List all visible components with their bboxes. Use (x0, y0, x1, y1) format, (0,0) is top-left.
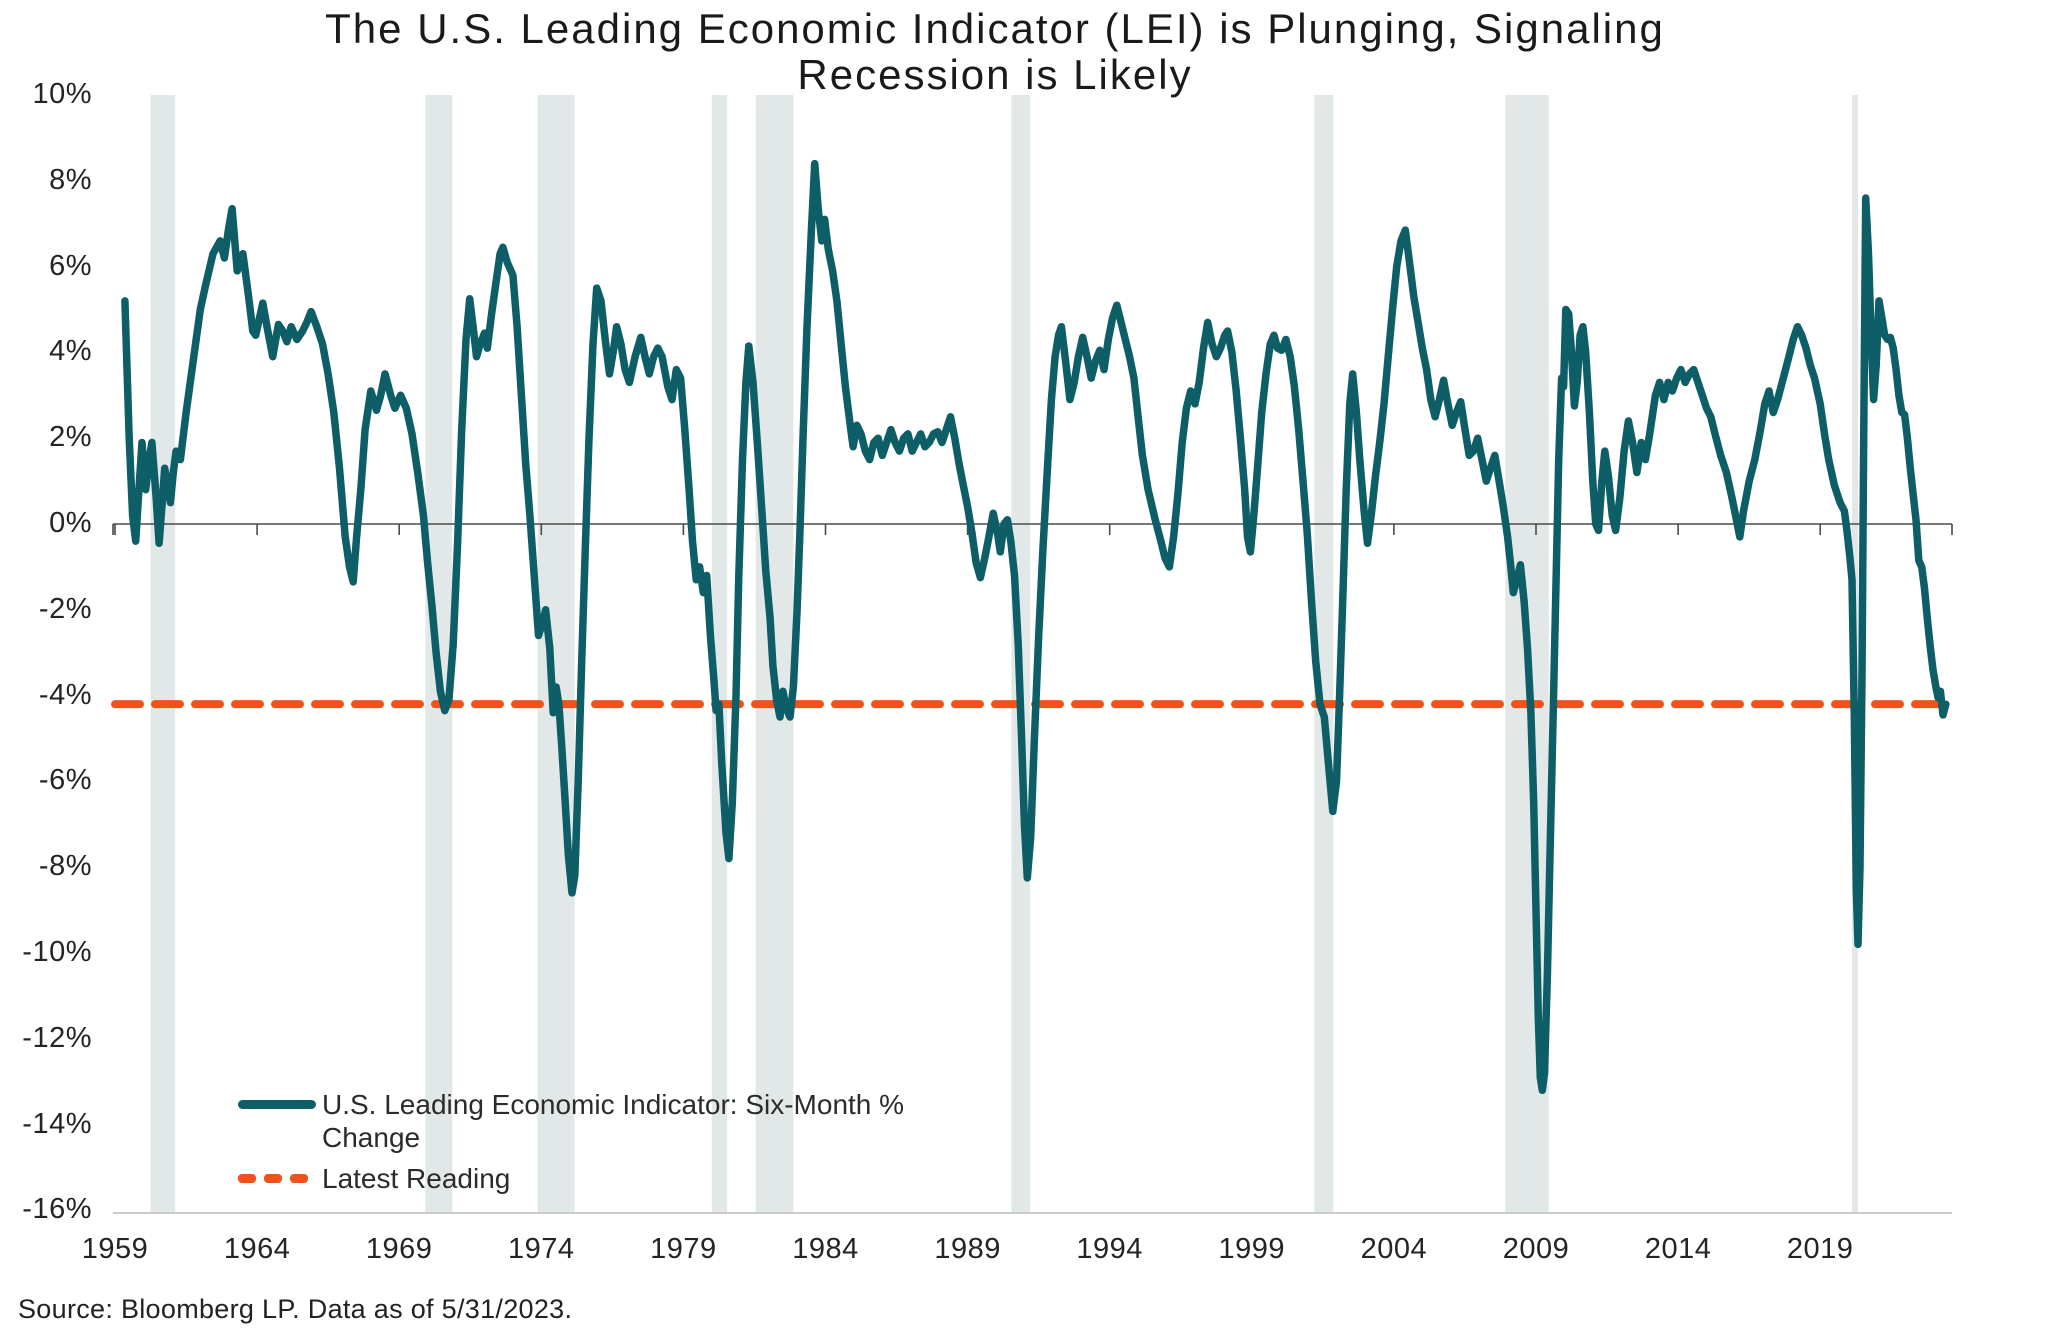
source-note: Source: Bloomberg LP. Data as of 5/31/20… (18, 1294, 573, 1324)
y-axis-label: -14% (22, 1107, 92, 1140)
recession-band (1314, 95, 1334, 1213)
y-axis-label: -6% (38, 764, 92, 797)
y-axis-label: -10% (22, 936, 92, 968)
recession-band (537, 95, 575, 1213)
latest-reading-swatch (238, 1174, 316, 1184)
legend-item-lei: U.S. Leading Economic Indicator: Six-Mon… (238, 1088, 907, 1154)
chart-title-line2: Recession is Likely (797, 51, 1193, 99)
y-axis-label: 4% (49, 335, 92, 368)
y-axis-label: -4% (38, 678, 92, 711)
x-axis-label: 1974 (508, 1233, 575, 1265)
x-axis-label: 1964 (223, 1233, 291, 1265)
y-axis-label: -8% (38, 850, 92, 883)
y-axis-label: -2% (38, 592, 92, 625)
x-axis-label: 1999 (1218, 1233, 1286, 1265)
lei-line (121, 159, 1950, 1095)
y-axis-label: 8% (49, 163, 92, 196)
legend-item-latest: Latest Reading (238, 1162, 907, 1195)
y-axis-label: 10% (32, 78, 92, 110)
x-axis-label: 1979 (650, 1233, 717, 1265)
x-axis-label: 2004 (1360, 1233, 1428, 1265)
y-axis-label: 6% (49, 249, 92, 282)
chart-title: The U.S. Leading Economic Indicator (LEI… (0, 5, 1990, 99)
recession-band (711, 95, 728, 1213)
lei-line-swatch (238, 1100, 316, 1109)
x-axis-label: 2019 (1786, 1233, 1854, 1265)
x-axis-label: 2014 (1644, 1233, 1712, 1265)
x-axis-label: 1989 (934, 1233, 1001, 1265)
recession-band (150, 95, 176, 1213)
x-axis-label: 2009 (1502, 1233, 1570, 1265)
y-axis-label: 2% (49, 421, 92, 454)
y-axis-label: -16% (22, 1193, 92, 1226)
chart-title-line1: The U.S. Leading Economic Indicator (LEI… (325, 5, 1665, 52)
x-axis-label: 1969 (365, 1233, 433, 1265)
y-axis-label: -12% (22, 1021, 92, 1054)
legend-label-lei: U.S. Leading Economic Indicator: Six-Mon… (322, 1089, 905, 1154)
legend: U.S. Leading Economic Indicator: Six-Mon… (238, 1088, 907, 1203)
x-axis-label: 1994 (1076, 1233, 1143, 1265)
y-axis-label: 0% (49, 507, 92, 539)
x-axis-label: 1984 (792, 1233, 859, 1265)
x-axis-label: 1959 (81, 1233, 149, 1265)
legend-label-latest: Latest Reading (322, 1163, 511, 1195)
